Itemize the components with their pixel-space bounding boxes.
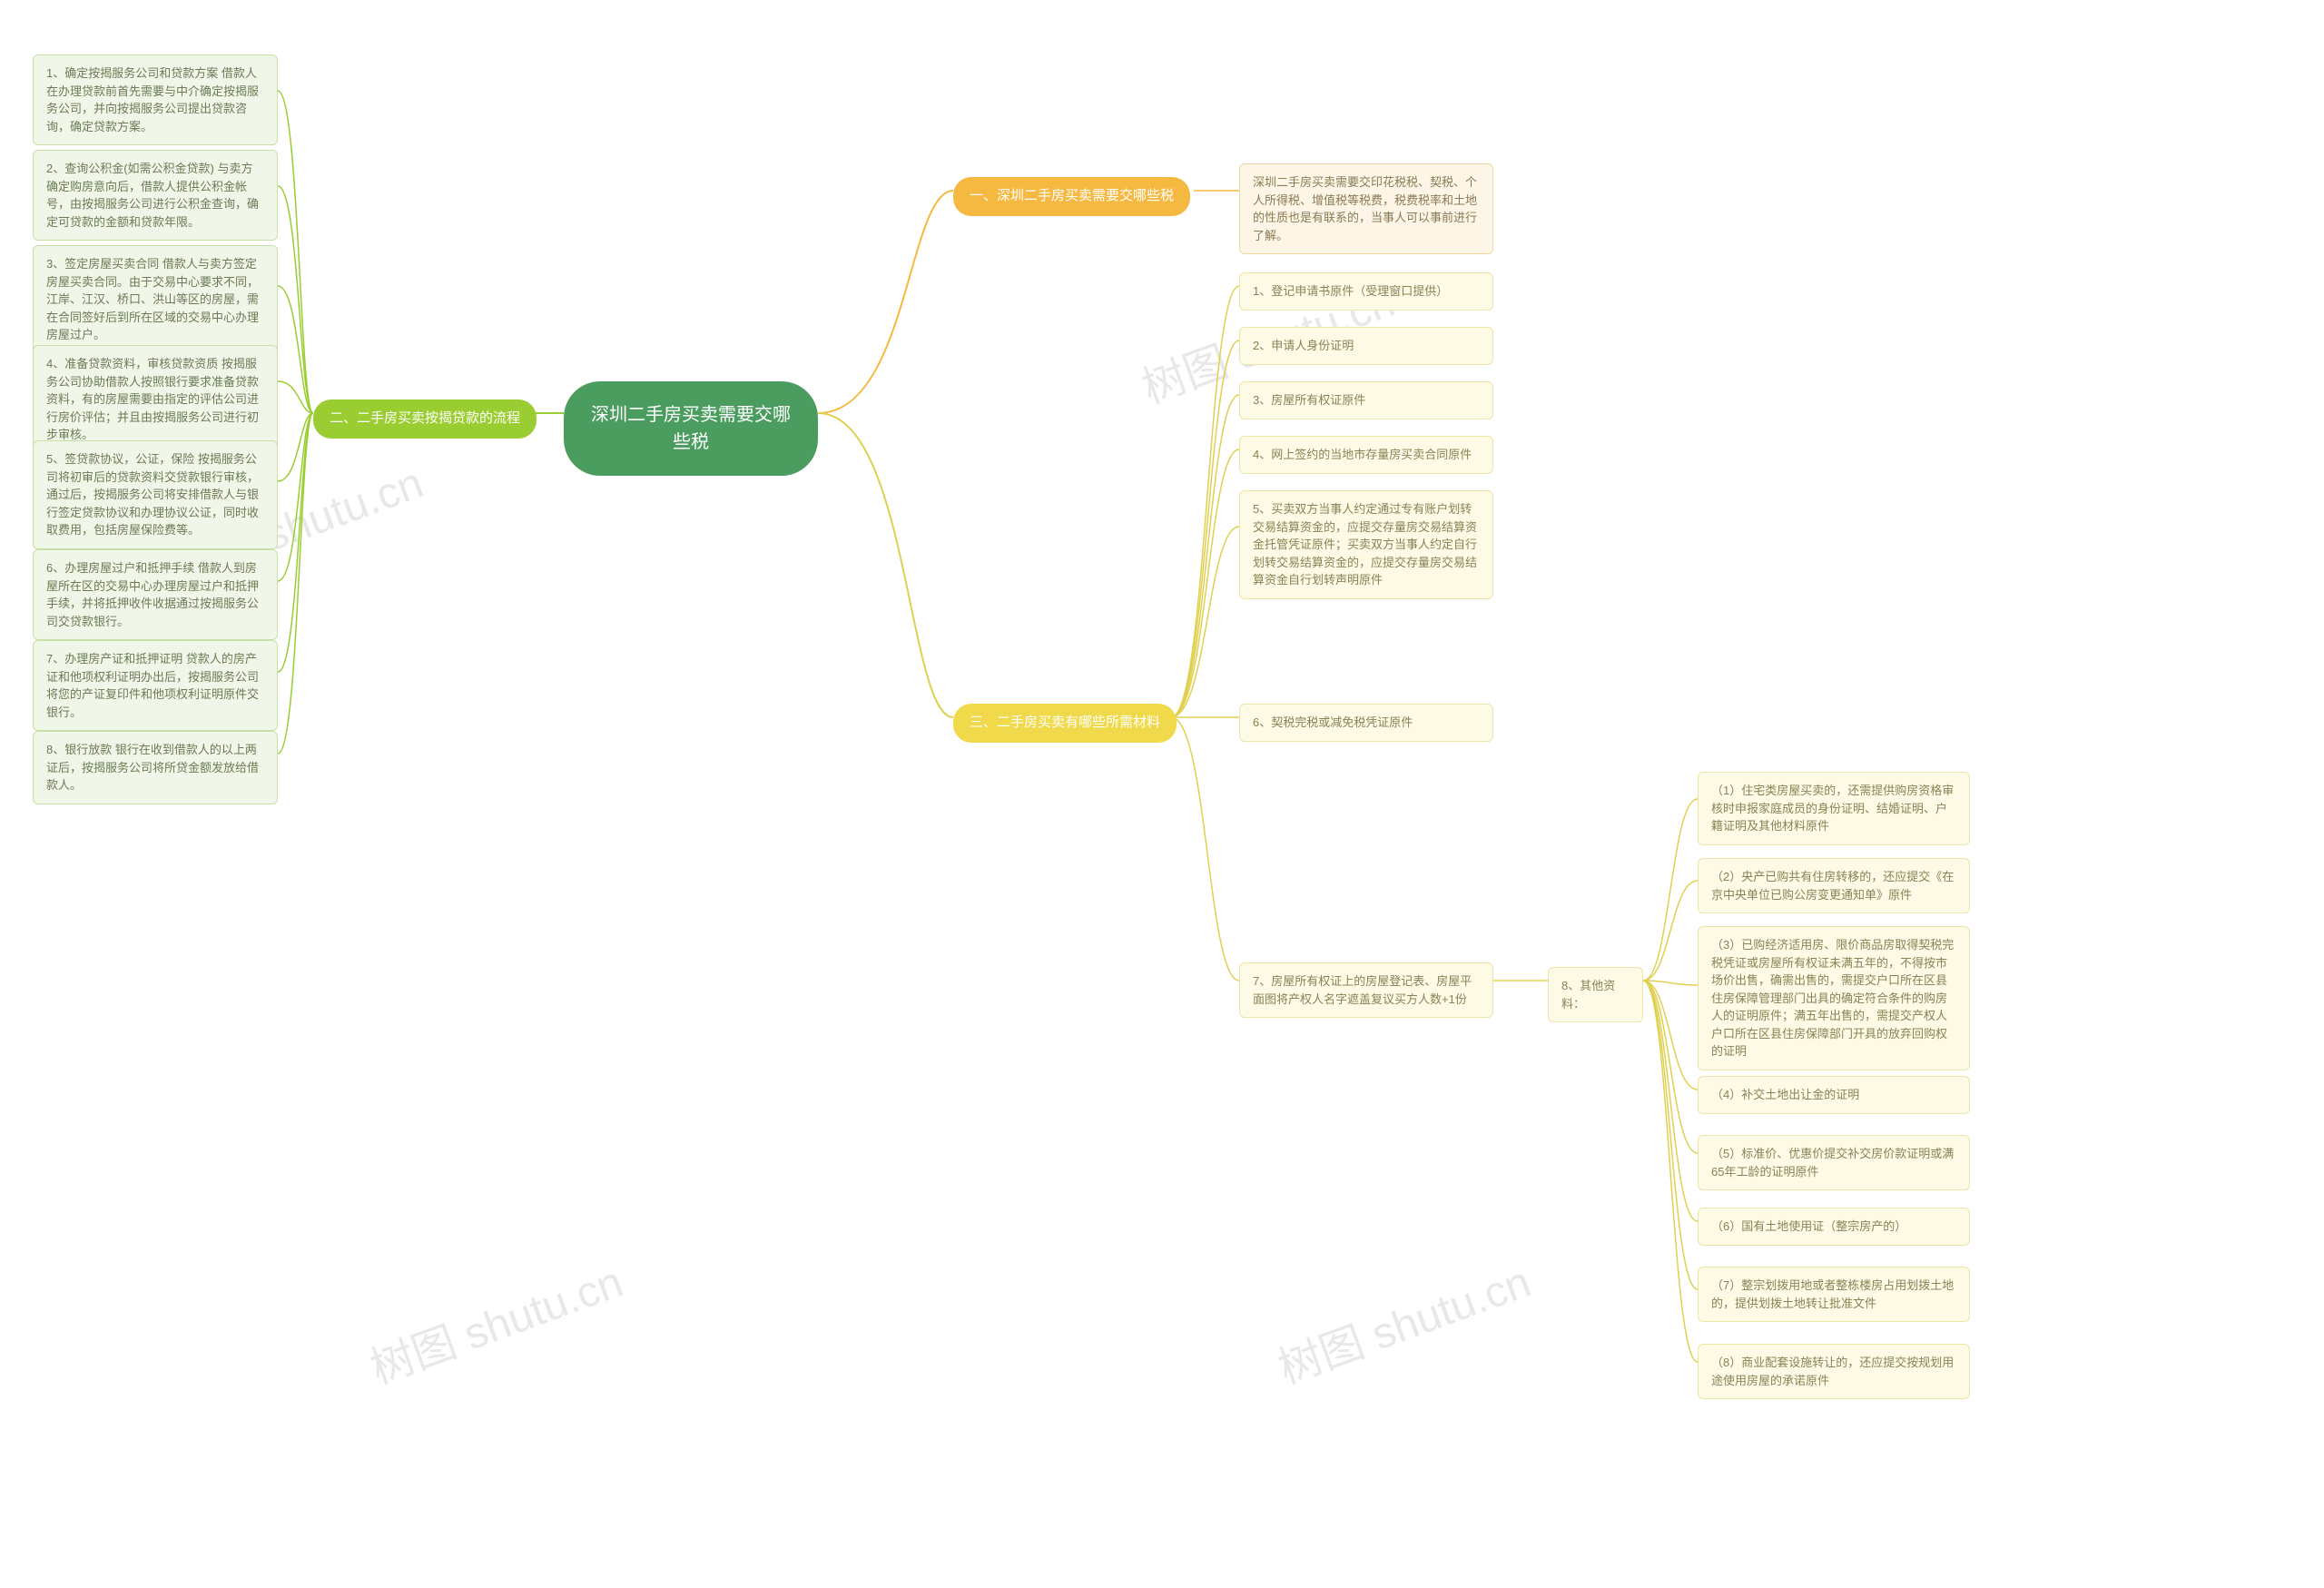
leaf-process-2: 2、查询公积金(如需公积金贷款) 与卖方确定购房意向后，借款人提供公积金帐号，由… bbox=[33, 150, 278, 241]
leaf-material-8-5: （5）标准价、优惠价提交补交房价款证明或满65年工龄的证明原件 bbox=[1698, 1135, 1970, 1190]
watermark: 树图 shutu.cn bbox=[360, 1246, 630, 1396]
leaf-material-8-4: （4）补交土地出让金的证明 bbox=[1698, 1076, 1970, 1114]
leaf-material-8-8: （8）商业配套设施转让的，还应提交按规划用途使用房屋的承诺原件 bbox=[1698, 1344, 1970, 1399]
leaf-material-8-label: 8、其他资料： bbox=[1548, 967, 1643, 1022]
leaf-material-8-6: （6）国有土地使用证（整宗房产的） bbox=[1698, 1208, 1970, 1246]
leaf-material-7: 7、房屋所有权证上的房屋登记表、房屋平面图将产权人名字遮盖复议买方人数+1份 bbox=[1239, 962, 1493, 1018]
leaf-material-8-7: （7）整宗划拨用地或者整栋楼房占用划拨土地的，提供划拨土地转让批准文件 bbox=[1698, 1267, 1970, 1322]
leaf-material-8-3: （3）已购经济适用房、限价商品房取得契税完税凭证或房屋所有权证未满五年的，不得按… bbox=[1698, 926, 1970, 1070]
leaf-material-1: 1、登记申请书原件（受理窗口提供） bbox=[1239, 272, 1493, 311]
leaf-material-8-1: （1）住宅类房屋买卖的，还需提供购房资格审核时申报家庭成员的身份证明、结婚证明、… bbox=[1698, 772, 1970, 845]
leaf-material-3: 3、房屋所有权证原件 bbox=[1239, 381, 1493, 419]
leaf-process-4: 4、准备贷款资料，审核贷款资质 按揭服务公司协助借款人按照银行要求准备贷款资料，… bbox=[33, 345, 278, 454]
branch-materials: 三、二手房买卖有哪些所需材料 bbox=[953, 704, 1177, 743]
leaf-material-2: 2、申请人身份证明 bbox=[1239, 327, 1493, 365]
leaf-material-4: 4、网上签约的当地市存量房买卖合同原件 bbox=[1239, 436, 1493, 474]
leaf-material-6: 6、契税完税或减免税凭证原件 bbox=[1239, 704, 1493, 742]
leaf-process-7: 7、办理房产证和抵押证明 贷款人的房产证和他项权利证明办出后，按揭服务公司将您的… bbox=[33, 640, 278, 731]
leaf-process-8: 8、银行放款 银行在收到借款人的以上两证后，按揭服务公司将所贷金额发放给借款人。 bbox=[33, 731, 278, 804]
leaf-process-5: 5、签贷款协议，公证，保险 按揭服务公司将初审后的贷款资料交贷款银行审核，通过后… bbox=[33, 440, 278, 549]
leaf-material-8-2: （2）央产已购共有住房转移的，还应提交《在京中央单位已购公房变更通知单》原件 bbox=[1698, 858, 1970, 913]
watermark: 树图 shutu.cn bbox=[1268, 1246, 1538, 1396]
root-node: 深圳二手房买卖需要交哪些税 bbox=[564, 381, 818, 476]
leaf-process-3: 3、签定房屋买卖合同 借款人与卖方签定房屋买卖合同。由于交易中心要求不同，江岸、… bbox=[33, 245, 278, 354]
branch-tax: 一、深圳二手房买卖需要交哪些税 bbox=[953, 177, 1190, 216]
leaf-tax-detail: 深圳二手房买卖需要交印花税税、契税、个人所得税、增值税等税费，税费税率和土地的性… bbox=[1239, 163, 1493, 254]
connector-lines bbox=[0, 0, 2324, 1588]
leaf-process-6: 6、办理房屋过户和抵押手续 借款人到房屋所在区的交易中心办理房屋过户和抵押手续，… bbox=[33, 549, 278, 640]
branch-process: 二、二手房买卖按揭贷款的流程 bbox=[313, 399, 537, 439]
leaf-process-1: 1、确定按揭服务公司和贷款方案 借款人在办理贷款前首先需要与中介确定按揭服务公司… bbox=[33, 54, 278, 145]
leaf-material-5: 5、买卖双方当事人约定通过专有账户划转交易结算资金的，应提交存量房交易结算资金托… bbox=[1239, 490, 1493, 599]
